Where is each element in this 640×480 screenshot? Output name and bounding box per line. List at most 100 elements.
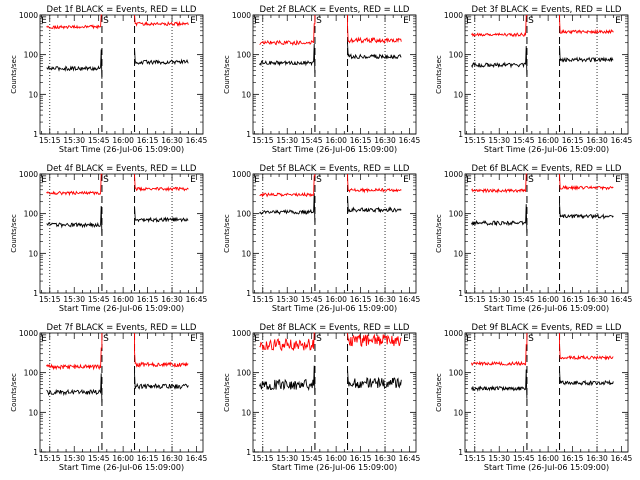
- marker-label-left-e: E: [254, 334, 260, 344]
- x-tick-label: 16:00: [325, 136, 347, 145]
- y-tick-label: 1000: [19, 170, 38, 179]
- x-tick-label: 16:15: [562, 454, 584, 463]
- lld-series-segment-1: [46, 173, 103, 197]
- x-tick-label: 16:15: [350, 136, 372, 145]
- y-tick-label: 10: [241, 249, 251, 258]
- plot-frame: [252, 173, 417, 294]
- x-axis-label: Start Time (26-Jul-06 15:09:00): [59, 463, 184, 472]
- x-tick-label: 15:30: [63, 136, 85, 145]
- x-tick-label: 15:45: [88, 295, 110, 304]
- marker-label-left-e: E: [41, 334, 47, 344]
- x-tick-label: 16:45: [186, 295, 208, 304]
- x-tick-label: 15:15: [39, 136, 61, 145]
- x-axis-label: Start Time (26-Jul-06 15:09:00): [484, 145, 609, 154]
- plot-frame: [464, 332, 629, 453]
- y-tick-label: 100: [24, 51, 39, 60]
- events-series-segment-2: [347, 369, 402, 390]
- x-tick-label: 15:15: [252, 454, 274, 463]
- x-tick-label: 16:45: [399, 136, 421, 145]
- marker-label-left-e: E: [254, 175, 260, 185]
- y-tick-label: 10: [28, 408, 38, 417]
- lld-series-segment-1: [259, 15, 316, 47]
- x-tick-label: 15:45: [301, 454, 323, 463]
- x-tick-label: 16:00: [112, 295, 134, 304]
- x-tick-label: 15:30: [488, 454, 510, 463]
- panel-title: Det 1f BLACK = Events, RED = LLD: [47, 5, 197, 15]
- y-tick-label: 1000: [232, 11, 251, 20]
- lld-series-segment-1: [471, 15, 528, 38]
- marker-label-s: S: [528, 334, 534, 344]
- marker-label-e: E: [403, 175, 409, 185]
- x-tick-label: 15:15: [252, 136, 274, 145]
- marker-label-s: S: [103, 16, 109, 26]
- x-tick-label: 15:45: [301, 295, 323, 304]
- x-tick-label: 16:15: [350, 295, 372, 304]
- y-axis-label: Counts/sec: [435, 373, 443, 412]
- marker-label-left-e: E: [466, 175, 472, 185]
- lld-series-segment-1: [46, 14, 102, 30]
- plot-frame: [252, 332, 417, 453]
- y-tick-label: 10: [28, 249, 38, 258]
- x-tick-label: 16:30: [374, 136, 396, 145]
- events-series-segment-1: [471, 45, 528, 76]
- x-tick-label: 16:30: [161, 454, 183, 463]
- panel-title: Det 5f BLACK = Events, RED = LLD: [260, 164, 410, 174]
- lld-series-segment-1: [471, 173, 527, 194]
- marker-label-e: E: [615, 334, 621, 344]
- panel-title: Det 4f BLACK = Events, RED = LLD: [47, 164, 197, 174]
- y-tick-label: 100: [449, 51, 464, 60]
- y-tick-label: 100: [237, 210, 252, 219]
- x-tick-label: 15:15: [464, 295, 486, 304]
- x-tick-label: 15:15: [252, 295, 274, 304]
- x-tick-label: 16:00: [537, 295, 559, 304]
- y-tick-label: 100: [24, 369, 39, 378]
- y-tick-label: 100: [237, 51, 252, 60]
- y-axis-label: Counts/sec: [223, 55, 231, 94]
- x-tick-label: 16:45: [611, 136, 633, 145]
- events-series-segment-1: [259, 43, 316, 74]
- events-series-segment-2: [134, 48, 189, 66]
- lld-series-segment-2: [134, 333, 189, 368]
- plot-frame: [39, 14, 204, 135]
- lld-series-segment-2: [347, 174, 402, 194]
- y-axis-label: Counts/sec: [435, 214, 443, 253]
- marker-label-e: E: [615, 175, 621, 185]
- x-tick-label: 15:45: [513, 136, 535, 145]
- lld-series-segment-2: [559, 174, 614, 191]
- x-tick-label: 16:15: [350, 454, 372, 463]
- marker-label-e: E: [403, 16, 409, 26]
- plot-frame: [39, 332, 204, 453]
- x-tick-label: 15:45: [88, 136, 110, 145]
- events-series-segment-2: [134, 206, 189, 223]
- x-tick-label: 15:15: [464, 454, 486, 463]
- x-tick-label: 16:45: [186, 136, 208, 145]
- x-tick-label: 16:30: [161, 136, 183, 145]
- events-series-segment-1: [46, 49, 103, 79]
- x-tick-label: 15:30: [488, 136, 510, 145]
- marker-label-s: S: [528, 16, 534, 26]
- events-series-segment-1: [46, 205, 103, 236]
- y-tick-label: 1: [246, 130, 251, 139]
- x-tick-label: 15:15: [464, 136, 486, 145]
- y-tick-label: 1000: [444, 11, 463, 20]
- x-tick-label: 16:30: [374, 454, 396, 463]
- lld-series-segment-2: [347, 332, 402, 348]
- x-tick-label: 16:00: [112, 136, 134, 145]
- y-tick-label: 1000: [444, 329, 463, 338]
- marker-label-e: E: [190, 334, 196, 344]
- x-tick-label: 16:15: [137, 136, 159, 145]
- x-tick-label: 15:30: [63, 454, 85, 463]
- x-tick-label: 15:30: [276, 136, 298, 145]
- marker-label-s: S: [528, 175, 534, 185]
- x-tick-label: 15:45: [513, 295, 535, 304]
- y-tick-label: 10: [453, 408, 463, 417]
- y-tick-label: 100: [237, 369, 252, 378]
- y-tick-label: 1000: [232, 329, 251, 338]
